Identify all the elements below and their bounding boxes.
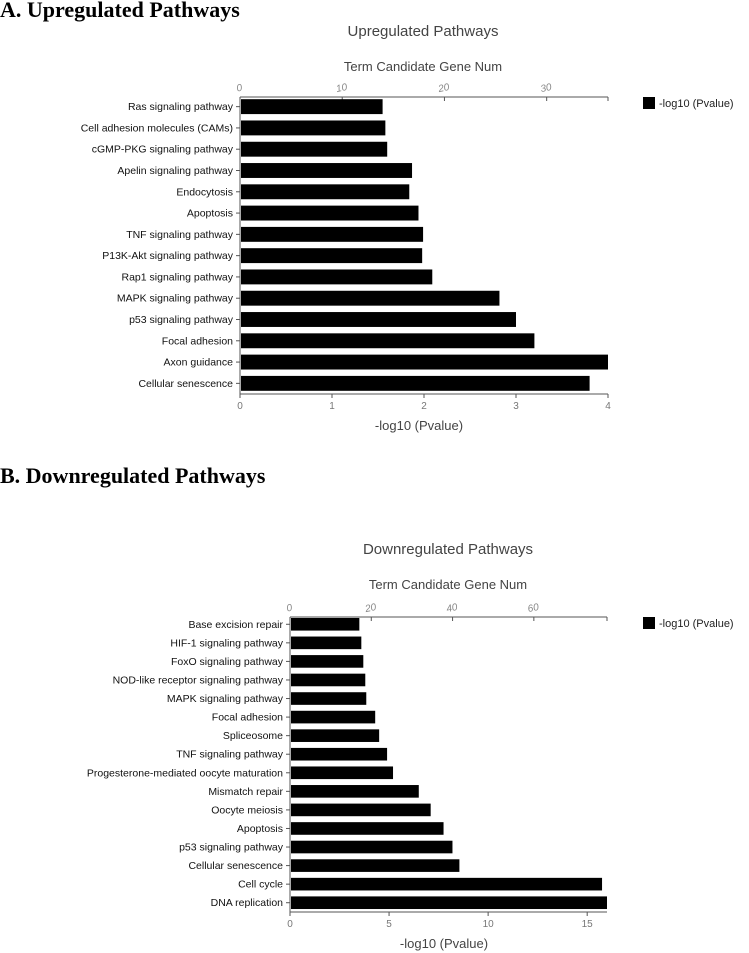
up-bar (241, 333, 535, 349)
down-bar (291, 710, 376, 724)
down-bar (291, 729, 380, 742)
up-bar (241, 226, 424, 242)
down-category-label: Apoptosis (237, 823, 283, 835)
up-x-tick-label: 0 (237, 401, 243, 412)
down-bar (291, 785, 419, 798)
up-title: Upregulated Pathways (348, 23, 499, 40)
up-bar (241, 248, 423, 264)
down-category-label: p53 signaling pathway (179, 842, 284, 854)
up-category-label: Axon guidance (164, 357, 234, 369)
down-bar (291, 859, 460, 872)
panel-a-heading: A. Upregulated Pathways (0, 0, 240, 22)
up-x-tick-label: 4 (605, 401, 611, 412)
down-title: Downregulated Pathways (363, 541, 533, 558)
up-category-label: Apoptosis (187, 208, 233, 220)
up-bar (241, 205, 419, 221)
down-category-label: Progesterone-mediated oocyte maturation (87, 767, 283, 779)
down-category-label: FoxO signaling pathway (171, 656, 284, 668)
upregulated-chart: Upregulated Pathways Term Candidate Gene … (81, 23, 734, 433)
up-category-label: Apelin signaling pathway (117, 165, 233, 177)
down-category-label: Base excision repair (188, 619, 283, 631)
down-category-label: MAPK signaling pathway (167, 693, 284, 705)
down-bar (291, 803, 431, 817)
down-category-label: Oocyte meiosis (211, 804, 283, 816)
down-x-axis-label: -log10 (Pvalue) (400, 936, 488, 951)
up-top-axis-label: Term Candidate Gene Num (344, 59, 502, 74)
up-top-tick-label: 20 (436, 82, 451, 95)
up-bar (241, 163, 413, 178)
up-bar (241, 290, 500, 306)
up-category-label: TNF signaling pathway (126, 229, 234, 241)
up-bar (241, 312, 516, 327)
down-bar (291, 617, 360, 631)
up-x-tick-label: 2 (421, 401, 427, 412)
up-category-label: Ras signaling pathway (128, 101, 234, 113)
down-top-tick-label: 0 (286, 603, 294, 615)
down-bar (291, 655, 364, 668)
up-category-label: Focal adhesion (162, 335, 233, 347)
down-category-label: Cell cycle (238, 879, 283, 891)
down-category-label: Mismatch repair (208, 786, 283, 798)
down-category-label: Spliceosome (223, 730, 283, 742)
down-bar (291, 896, 607, 910)
down-category-label: TNF signaling pathway (176, 749, 284, 761)
down-bar (291, 840, 453, 854)
down-bar (291, 822, 444, 835)
up-category-label: p53 signaling pathway (129, 314, 234, 326)
up-x-tick-label: 1 (329, 401, 335, 412)
up-bar (241, 354, 608, 370)
down-category-label: Cellular senescence (188, 860, 283, 872)
down-bar (291, 692, 367, 705)
down-legend-label: -log10 (Pvalue) (659, 618, 734, 630)
up-category-label: Cellular senescence (138, 378, 233, 390)
up-category-label: Endocytosis (176, 186, 233, 198)
down-bar (291, 636, 362, 650)
down-legend-swatch (643, 617, 655, 629)
up-bar (241, 99, 383, 115)
up-top-tick-label: 30 (540, 82, 554, 95)
up-category-label: MAPK signaling pathway (117, 293, 234, 305)
up-bar (241, 141, 388, 157)
up-x-axis-label: -log10 (Pvalue) (375, 418, 463, 433)
down-category-label: HIF-1 signaling pathway (170, 637, 283, 649)
down-x-tick-label: 0 (287, 919, 293, 930)
down-top-tick-label: 40 (445, 602, 459, 615)
down-top-axis-label: Term Candidate Gene Num (369, 577, 527, 592)
up-legend-swatch (643, 97, 655, 109)
up-category-label: cGMP-PKG signaling pathway (92, 144, 234, 156)
up-x-tick-label: 3 (513, 401, 519, 412)
down-top-tick-label: 60 (527, 602, 541, 615)
up-bar (241, 375, 590, 391)
down-category-label: DNA replication (211, 897, 284, 909)
down-bar (291, 673, 366, 687)
up-bar (241, 269, 433, 285)
down-top-tick-label: 20 (363, 602, 378, 615)
down-category-label: NOD-like receptor signaling pathway (113, 674, 284, 686)
panel-b-heading: B. Downregulated Pathways (0, 463, 266, 488)
up-bar (241, 120, 386, 136)
up-category-label: P13K-Akt signaling pathway (102, 250, 233, 262)
down-x-tick-label: 10 (483, 919, 495, 930)
up-top-tick-label: 0 (236, 83, 244, 95)
down-x-tick-label: 15 (582, 919, 594, 930)
down-bar (291, 747, 388, 761)
down-x-tick-label: 5 (386, 919, 392, 930)
down-bar (291, 877, 603, 891)
down-category-label: Focal adhesion (212, 712, 283, 724)
up-category-label: Rap1 signaling pathway (122, 271, 234, 283)
down-bar (291, 766, 394, 780)
up-top-tick-label: 10 (335, 82, 349, 95)
up-legend-label: -log10 (Pvalue) (659, 98, 734, 110)
up-bar (241, 184, 410, 200)
up-category-label: Cell adhesion molecules (CAMs) (81, 122, 233, 134)
